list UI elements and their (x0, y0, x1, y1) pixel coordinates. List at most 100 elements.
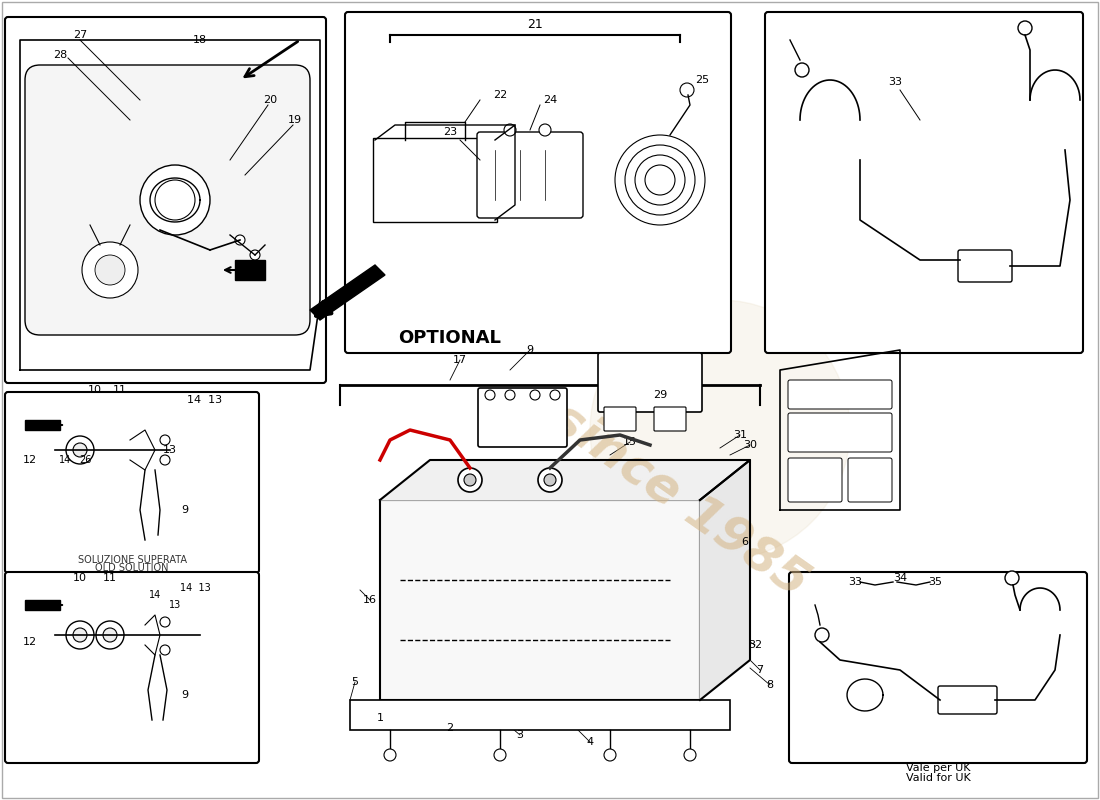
Circle shape (550, 390, 560, 400)
Text: 14: 14 (148, 590, 161, 600)
Circle shape (538, 468, 562, 492)
Circle shape (504, 124, 516, 136)
Text: Valid for UK: Valid for UK (905, 773, 970, 783)
Circle shape (82, 242, 138, 298)
Circle shape (103, 628, 117, 642)
FancyBboxPatch shape (788, 413, 892, 452)
Text: 8: 8 (767, 680, 773, 690)
Text: 24: 24 (543, 95, 557, 105)
Text: 28: 28 (53, 50, 67, 60)
Polygon shape (700, 460, 750, 700)
Text: 10: 10 (88, 385, 102, 395)
FancyBboxPatch shape (788, 458, 842, 502)
Text: 11: 11 (113, 385, 127, 395)
Circle shape (250, 250, 260, 260)
FancyBboxPatch shape (654, 407, 686, 431)
Text: 35: 35 (928, 577, 942, 587)
Text: 25: 25 (695, 75, 710, 85)
Text: 11: 11 (103, 573, 117, 583)
FancyBboxPatch shape (604, 407, 636, 431)
Circle shape (66, 621, 94, 649)
Circle shape (160, 455, 170, 465)
Text: 13: 13 (163, 445, 177, 455)
FancyBboxPatch shape (350, 700, 730, 730)
FancyBboxPatch shape (938, 686, 997, 714)
Text: 6: 6 (741, 537, 748, 547)
FancyBboxPatch shape (6, 17, 326, 383)
Circle shape (155, 180, 195, 220)
FancyBboxPatch shape (598, 353, 702, 412)
Text: 30: 30 (742, 440, 757, 450)
Text: since 1985: since 1985 (542, 394, 817, 606)
Text: 9: 9 (182, 505, 188, 515)
Text: 23: 23 (443, 127, 458, 137)
Circle shape (95, 255, 125, 285)
Text: OPTIONAL: OPTIONAL (398, 329, 502, 347)
FancyBboxPatch shape (345, 12, 732, 353)
Circle shape (96, 621, 124, 649)
Circle shape (66, 436, 94, 464)
Text: 9: 9 (527, 345, 534, 355)
Text: 2: 2 (447, 723, 453, 733)
Text: 19: 19 (288, 115, 302, 125)
Text: 12: 12 (23, 455, 37, 465)
Circle shape (160, 617, 170, 627)
Text: 1: 1 (376, 713, 384, 723)
Circle shape (539, 124, 551, 136)
Circle shape (384, 749, 396, 761)
Circle shape (1005, 571, 1019, 585)
Circle shape (140, 165, 210, 235)
FancyBboxPatch shape (848, 458, 892, 502)
Text: 34: 34 (893, 573, 907, 583)
Text: 29: 29 (653, 390, 667, 400)
Text: 31: 31 (733, 430, 747, 440)
Polygon shape (310, 265, 385, 320)
Text: 4: 4 (586, 737, 594, 747)
Text: 14: 14 (59, 455, 72, 465)
FancyBboxPatch shape (379, 500, 700, 700)
Circle shape (160, 645, 170, 655)
FancyBboxPatch shape (789, 572, 1087, 763)
Text: 9: 9 (182, 690, 188, 700)
Circle shape (815, 628, 829, 642)
Text: 16: 16 (363, 595, 377, 605)
FancyBboxPatch shape (6, 392, 258, 573)
Text: 21: 21 (527, 18, 543, 31)
Circle shape (73, 443, 87, 457)
Polygon shape (25, 420, 60, 430)
Text: 12: 12 (23, 637, 37, 647)
Circle shape (684, 749, 696, 761)
Polygon shape (379, 460, 750, 500)
Text: 22: 22 (493, 90, 507, 100)
Text: 18: 18 (192, 35, 207, 45)
Text: 33: 33 (888, 77, 902, 87)
Circle shape (494, 749, 506, 761)
Circle shape (1018, 21, 1032, 35)
Circle shape (795, 63, 808, 77)
Text: 14  13: 14 13 (187, 395, 222, 405)
Text: 13: 13 (169, 600, 182, 610)
Text: SOLUZIONE SUPERATA: SOLUZIONE SUPERATA (77, 555, 187, 565)
FancyBboxPatch shape (788, 380, 892, 409)
Circle shape (544, 474, 556, 486)
FancyBboxPatch shape (373, 138, 497, 222)
Text: Vale per UK: Vale per UK (905, 763, 970, 773)
Circle shape (590, 300, 850, 560)
Circle shape (604, 749, 616, 761)
Circle shape (485, 390, 495, 400)
FancyBboxPatch shape (25, 65, 310, 335)
Polygon shape (235, 260, 265, 280)
Polygon shape (25, 600, 60, 610)
Text: 7: 7 (757, 665, 763, 675)
Circle shape (235, 235, 245, 245)
Circle shape (505, 390, 515, 400)
Text: 20: 20 (263, 95, 277, 105)
Text: 3: 3 (517, 730, 524, 740)
Circle shape (73, 628, 87, 642)
Circle shape (160, 435, 170, 445)
Text: 33: 33 (848, 577, 862, 587)
Text: 15: 15 (623, 437, 637, 447)
FancyBboxPatch shape (478, 388, 566, 447)
Text: 26: 26 (79, 455, 91, 465)
FancyBboxPatch shape (6, 572, 258, 763)
